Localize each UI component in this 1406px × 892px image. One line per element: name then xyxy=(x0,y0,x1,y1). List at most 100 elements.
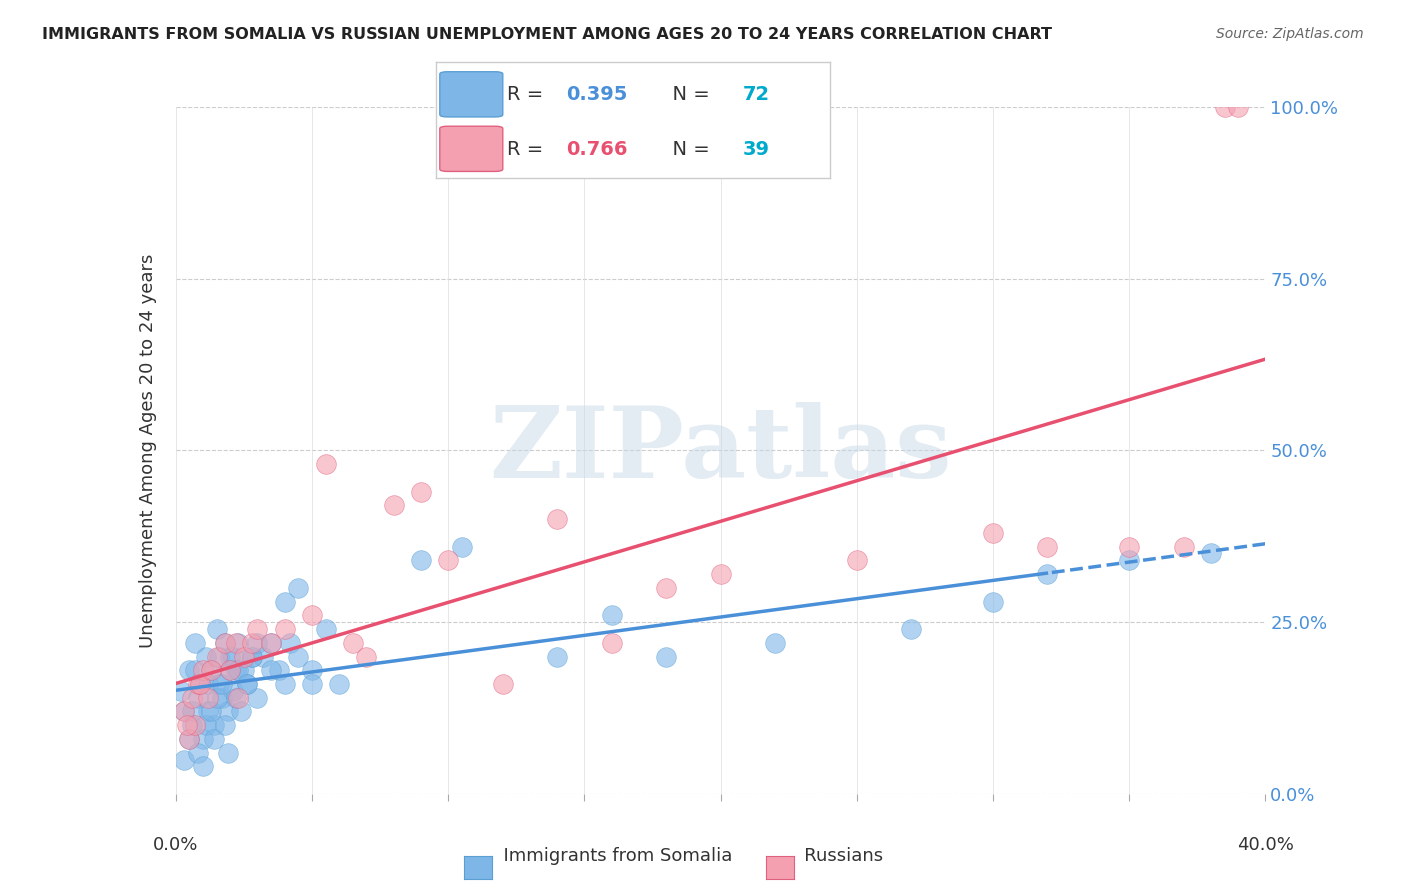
Point xyxy=(301,663,323,677)
Point xyxy=(222,649,245,664)
Point xyxy=(232,649,254,664)
Point xyxy=(1173,540,1195,554)
Point xyxy=(287,581,309,595)
Point xyxy=(173,705,195,719)
Point xyxy=(188,677,211,691)
Y-axis label: Unemployment Among Ages 20 to 24 years: Unemployment Among Ages 20 to 24 years xyxy=(139,253,157,648)
Point xyxy=(191,759,214,773)
Point xyxy=(173,705,195,719)
Point xyxy=(217,746,239,760)
Point xyxy=(274,622,297,636)
Point xyxy=(219,663,242,677)
Point xyxy=(382,499,405,513)
Point xyxy=(170,683,193,698)
Point xyxy=(231,705,253,719)
Point xyxy=(205,690,228,705)
Point xyxy=(184,636,207,650)
Text: IMMIGRANTS FROM SOMALIA VS RUSSIAN UNEMPLOYMENT AMONG AGES 20 TO 24 YEARS CORREL: IMMIGRANTS FROM SOMALIA VS RUSSIAN UNEMP… xyxy=(42,27,1052,42)
Point xyxy=(214,718,236,732)
Point xyxy=(1227,100,1250,114)
Point xyxy=(301,677,323,691)
Text: R =: R = xyxy=(506,86,550,104)
Point xyxy=(655,581,678,595)
Point xyxy=(492,677,515,691)
Point xyxy=(217,705,239,719)
Text: 0.0%: 0.0% xyxy=(153,836,198,854)
Point xyxy=(1036,540,1059,554)
Point xyxy=(228,636,250,650)
Point xyxy=(181,705,204,719)
Point xyxy=(763,636,786,650)
Point xyxy=(235,677,257,691)
Point xyxy=(274,594,297,608)
Point xyxy=(225,663,247,677)
Point xyxy=(260,663,283,677)
Point xyxy=(260,636,283,650)
Point xyxy=(179,731,201,746)
Point xyxy=(900,622,922,636)
Point xyxy=(981,525,1004,540)
Point xyxy=(301,608,323,623)
Point xyxy=(328,677,350,691)
Point xyxy=(173,753,195,767)
Point xyxy=(655,649,678,664)
Point xyxy=(211,690,233,705)
Point xyxy=(1213,100,1236,114)
Point xyxy=(202,731,225,746)
Text: 40.0%: 40.0% xyxy=(1237,836,1294,854)
Point xyxy=(246,636,269,650)
Point xyxy=(208,649,231,664)
Point xyxy=(228,690,250,705)
Point xyxy=(225,690,247,705)
Point xyxy=(260,636,283,650)
Point xyxy=(240,649,263,664)
Point xyxy=(200,705,222,719)
Point xyxy=(546,512,568,526)
Text: R =: R = xyxy=(506,140,550,159)
Point xyxy=(981,594,1004,608)
Point xyxy=(246,690,269,705)
Text: 39: 39 xyxy=(742,140,770,159)
Point xyxy=(232,663,254,677)
Text: Russians: Russians xyxy=(787,847,883,865)
Text: 0.395: 0.395 xyxy=(565,86,627,104)
Point xyxy=(179,731,201,746)
Point xyxy=(1118,540,1140,554)
Point xyxy=(356,649,378,664)
Point xyxy=(228,663,250,677)
Point xyxy=(197,690,219,705)
Point xyxy=(181,718,204,732)
Text: Source: ZipAtlas.com: Source: ZipAtlas.com xyxy=(1216,27,1364,41)
Point xyxy=(1199,546,1222,561)
Point xyxy=(600,608,623,623)
Point xyxy=(315,622,337,636)
Point xyxy=(214,636,236,650)
Point xyxy=(315,457,337,471)
Point xyxy=(240,636,263,650)
Point xyxy=(437,553,460,567)
Point xyxy=(186,677,209,691)
Text: 0.766: 0.766 xyxy=(565,140,627,159)
Point xyxy=(202,718,225,732)
Point xyxy=(845,553,868,567)
Point xyxy=(197,705,219,719)
Point xyxy=(222,683,245,698)
Point xyxy=(200,663,222,677)
Text: 72: 72 xyxy=(742,86,770,104)
Point xyxy=(214,636,236,650)
Point xyxy=(208,677,231,691)
Point xyxy=(184,718,207,732)
Point xyxy=(252,649,274,664)
Point xyxy=(176,718,198,732)
FancyBboxPatch shape xyxy=(440,71,503,117)
Point xyxy=(188,677,211,691)
Point xyxy=(191,731,214,746)
Point xyxy=(274,677,297,691)
Point xyxy=(710,567,733,582)
Point xyxy=(191,663,214,677)
Point xyxy=(246,622,269,636)
Point xyxy=(450,540,472,554)
Point xyxy=(184,663,207,677)
Point xyxy=(194,718,217,732)
Point xyxy=(1118,553,1140,567)
